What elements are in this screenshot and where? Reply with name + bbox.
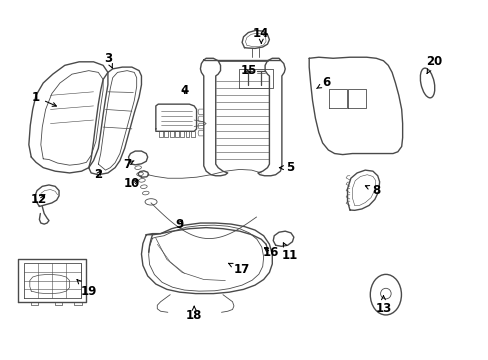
Text: 14: 14 <box>253 27 269 43</box>
Text: 2: 2 <box>94 168 102 181</box>
Text: 6: 6 <box>316 76 329 90</box>
Text: 20: 20 <box>425 55 441 73</box>
Text: 18: 18 <box>185 306 202 322</box>
Text: 19: 19 <box>77 280 97 298</box>
Text: 10: 10 <box>123 177 140 190</box>
Text: 8: 8 <box>365 184 380 197</box>
Text: 4: 4 <box>180 84 188 96</box>
Text: 17: 17 <box>228 263 250 276</box>
Text: 16: 16 <box>262 246 279 259</box>
Text: 5: 5 <box>279 161 294 174</box>
Text: 11: 11 <box>281 243 298 262</box>
Text: 15: 15 <box>241 64 257 77</box>
Text: 9: 9 <box>175 217 183 231</box>
Text: 13: 13 <box>375 296 391 315</box>
Text: 12: 12 <box>30 193 46 206</box>
Text: 7: 7 <box>123 158 134 171</box>
Text: 3: 3 <box>103 52 112 68</box>
Text: 1: 1 <box>32 91 56 106</box>
